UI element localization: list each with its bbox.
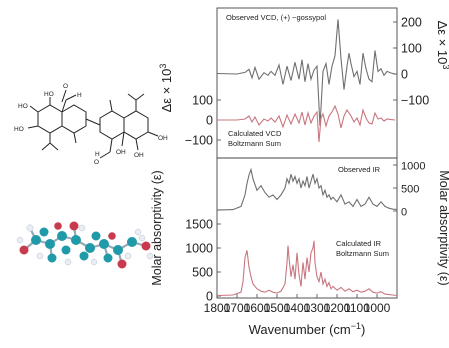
left-tick-label: 0 <box>206 114 213 128</box>
right-tick-label: 200 <box>401 16 422 30</box>
left-tick-label: 100 <box>192 94 213 108</box>
vcd-left-axis-title: Δε × 103 <box>158 64 174 113</box>
series-vcd-calculated-line <box>217 104 396 143</box>
atom-label: H <box>95 151 100 158</box>
atom-label: O <box>63 83 68 90</box>
left-tick-label: −100 <box>185 134 213 148</box>
left-tick-label: 0 <box>206 290 213 304</box>
x-tick-label: 1500 <box>264 301 291 315</box>
right-tick-label: 100 <box>401 42 422 56</box>
x-tick-label: 1400 <box>284 301 311 315</box>
plot-frame <box>216 7 398 299</box>
spectra-series <box>216 19 398 297</box>
left-tick-label: 1500 <box>185 218 213 232</box>
series-ir-observed-line <box>216 167 398 211</box>
calculated-vcd-label: Calculated VCD <box>228 129 282 138</box>
plot-border <box>216 7 398 299</box>
right-tick-label: 0 <box>401 68 408 82</box>
vcd-right-axis-title: Δε × 103 <box>435 21 449 70</box>
calculated-ir-label: Calculated IR <box>336 239 382 248</box>
left-tick-label: 500 <box>192 266 213 280</box>
x-axis-title-close: ) <box>361 322 365 337</box>
atom-label: HO <box>14 126 24 133</box>
x-axis-title: Wavenumber (cm−1) <box>249 321 366 337</box>
right-tick-label: 0 <box>401 207 407 219</box>
series-vcd-observed-line <box>216 19 396 127</box>
gossypol-structure-drawing <box>27 89 159 159</box>
gossypol-ball-and-stick-model <box>16 221 154 269</box>
atom-label: HO <box>18 103 28 110</box>
right-tick-label: 1000 <box>401 161 425 173</box>
observed-ir-label: Observed IR <box>338 165 381 174</box>
x-axis-title-sup: −1 <box>351 321 361 331</box>
x-tick-label: 1100 <box>344 301 370 315</box>
atom-label: OH <box>116 149 126 156</box>
right-tick-label: −100 <box>401 94 429 108</box>
series-ir-calculated-line <box>216 240 398 297</box>
atom-label: HO <box>44 91 54 98</box>
vcd-left-axis-title-sup: 3 <box>158 64 168 69</box>
vcd-left-axis-title-main: Δε × 10 <box>159 69 174 113</box>
x-tick-label: 1300 <box>304 301 331 315</box>
atom-label: OH <box>134 152 144 159</box>
x-tick-label: 1200 <box>324 301 351 315</box>
calculated-ir-label-line2: Boltzmann Sum <box>336 249 389 258</box>
x-tick-label: 1600 <box>244 301 271 315</box>
right-tick-label: 500 <box>401 184 419 196</box>
left-tick-label: 1000 <box>185 242 213 256</box>
calculated-vcd-label-line2: Boltzmann Sum <box>228 139 281 148</box>
vcd-right-axis-title-sup: 3 <box>441 64 449 69</box>
vcd-right-axis-title-main: Δε × 10 <box>435 21 449 65</box>
ir-right-axis-title: Molar absorptivity (ε) <box>437 170 449 285</box>
atom-label: O <box>94 159 99 166</box>
x-tick-label: 1700 <box>224 301 251 315</box>
observed-vcd-label: Observed VCD, (+) −gossypol <box>226 13 326 22</box>
x-tick-label: 1000 <box>364 301 391 315</box>
ir-left-axis-title: Molar absorptivity (ε) <box>150 170 164 285</box>
atom-label: OH <box>158 135 168 142</box>
atom-label: H <box>77 92 82 99</box>
x-axis-title-main: Wavenumber (cm <box>249 322 351 337</box>
x-tick-label: 1800 <box>204 301 231 315</box>
structure-atom-labels: HO HO HO OH OH OH O O H H <box>14 83 168 166</box>
